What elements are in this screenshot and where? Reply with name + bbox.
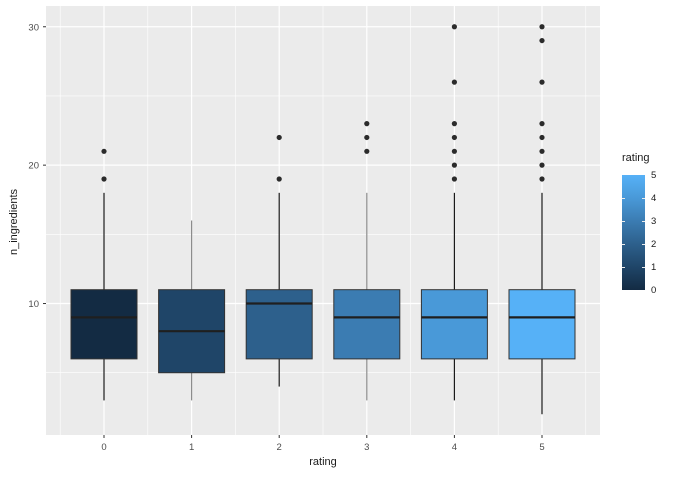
legend-tick-mark: [622, 267, 645, 268]
y-tick-label: 10: [28, 299, 39, 310]
outlier-point: [451, 176, 457, 182]
x-tick-label: 2: [277, 442, 282, 453]
x-tick-label: 0: [101, 442, 106, 453]
legend-tick-label: 1: [651, 262, 657, 273]
x-tick-label: 5: [539, 442, 544, 453]
outlier-point: [451, 162, 457, 168]
boxplot-box: [70, 289, 138, 360]
outlier-point: [451, 121, 457, 127]
outlier-point: [539, 162, 545, 168]
legend-title: rating: [622, 152, 650, 164]
boxplot-box: [245, 289, 313, 360]
outlier-point: [364, 134, 370, 141]
outlier-point: [539, 134, 545, 141]
y-tick-label: 30: [28, 22, 39, 33]
legend-tick-label: 5: [651, 170, 657, 181]
legend-tick-mark: [622, 244, 645, 245]
outlier-point: [451, 134, 457, 141]
legend-tick-label: 2: [651, 239, 657, 250]
x-axis-title: rating: [309, 456, 337, 468]
boxplot-box: [333, 289, 401, 360]
legend: rating 5 4 3 2 1 0: [620, 150, 690, 300]
y-tick-label: 20: [28, 161, 39, 172]
y-axis-title: n_ingredients: [8, 188, 20, 256]
outlier-point: [539, 24, 545, 30]
boxplot-box: [420, 289, 488, 360]
outlier-point: [364, 148, 370, 154]
outlier-point: [539, 79, 545, 85]
outlier-point: [451, 24, 457, 30]
outlier-point: [451, 79, 457, 85]
outlier-point: [364, 121, 370, 127]
legend-tick-mark: [622, 198, 645, 199]
legend-gradient-bar: [622, 175, 645, 290]
x-tick-label: 3: [364, 442, 369, 453]
outlier-point: [539, 121, 545, 127]
outlier-point: [101, 176, 107, 182]
boxplot-box: [508, 289, 576, 360]
legend-tick-label: 3: [651, 216, 657, 227]
legend-tick-label: 0: [651, 285, 657, 296]
outlier-point: [101, 148, 107, 154]
legend-tick-label: 4: [651, 193, 657, 204]
legend-tick-mark: [622, 221, 645, 222]
outlier-point: [276, 176, 282, 182]
outlier-point: [276, 134, 282, 141]
outlier-point: [539, 148, 545, 154]
outlier-point: [539, 37, 545, 44]
outlier-point: [539, 176, 545, 182]
x-tick-label: 4: [452, 442, 457, 453]
outlier-point: [451, 148, 457, 154]
x-tick-label: 1: [189, 442, 194, 453]
